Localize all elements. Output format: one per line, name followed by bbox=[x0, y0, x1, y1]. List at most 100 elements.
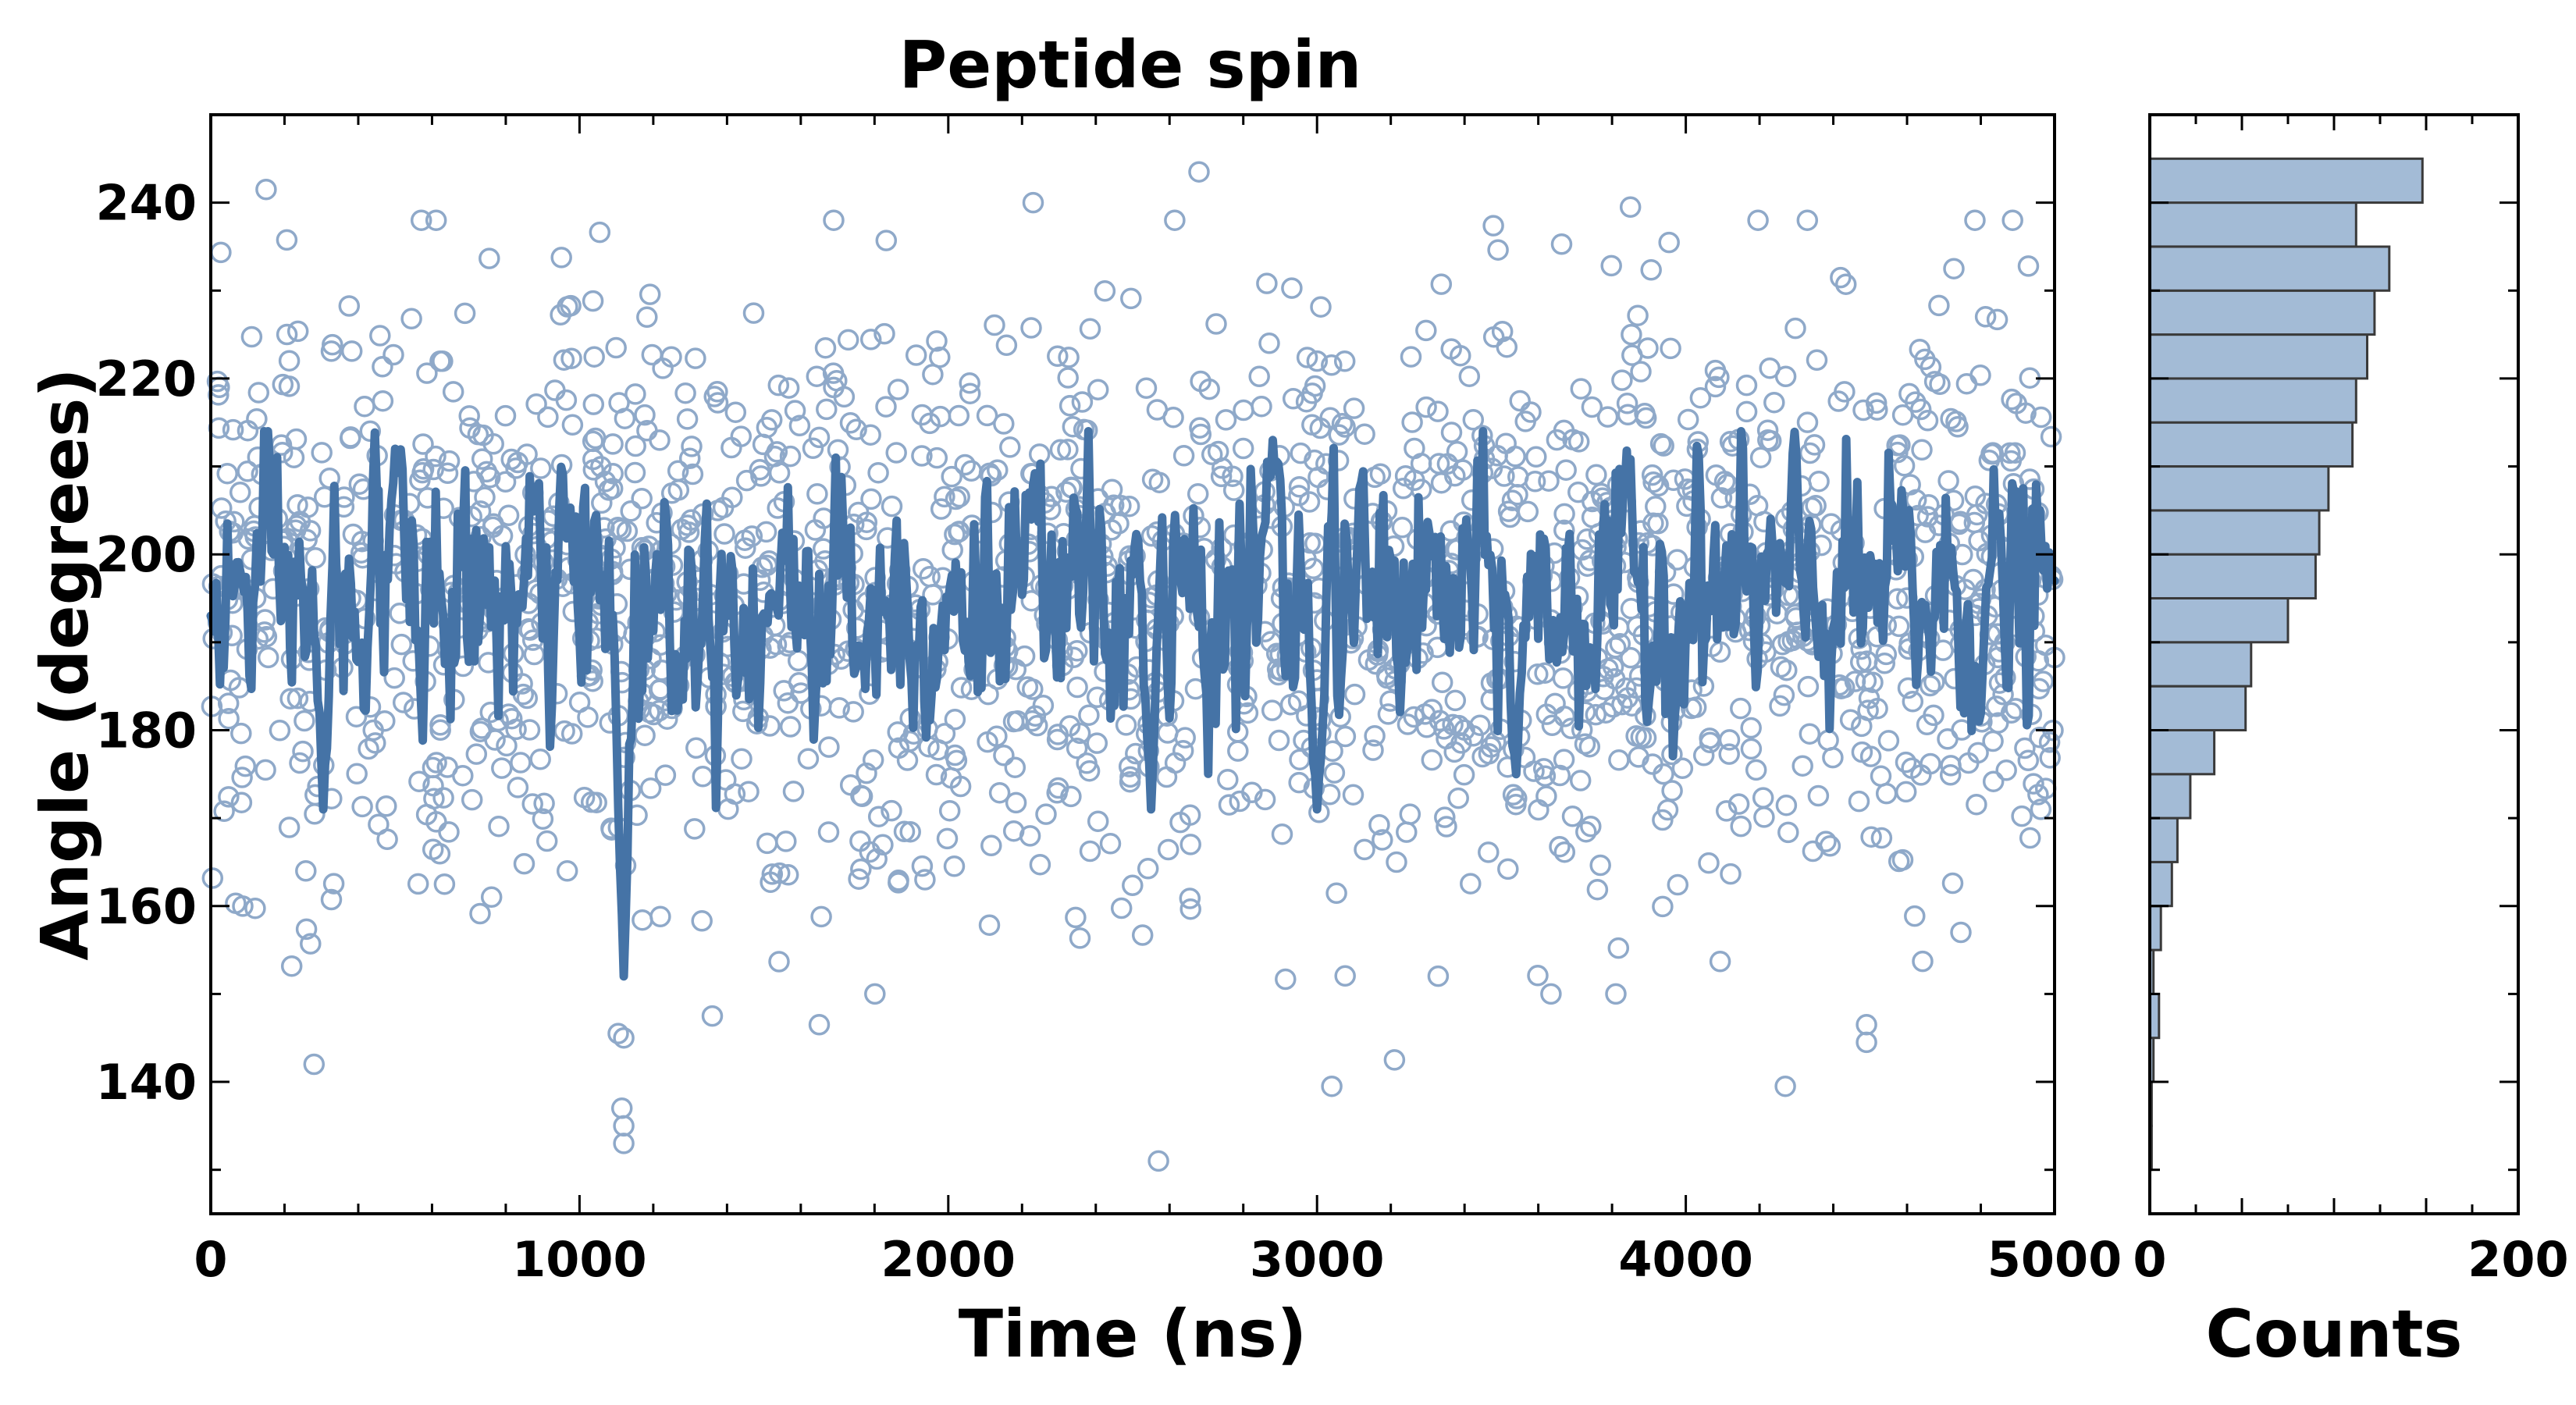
scatter-point bbox=[1062, 415, 1084, 438]
scatter-point bbox=[1325, 882, 1347, 905]
scatter-point bbox=[1600, 254, 1622, 277]
scatter-point bbox=[505, 718, 527, 741]
scatter-point bbox=[577, 706, 599, 728]
scatter-point bbox=[873, 322, 895, 345]
scatter-point bbox=[286, 320, 309, 343]
scatter-point bbox=[591, 492, 613, 514]
scatter-point bbox=[1190, 370, 1212, 393]
scatter-point bbox=[1943, 258, 1965, 279]
scatter-point bbox=[1856, 1031, 1877, 1054]
scatter-point bbox=[804, 519, 827, 541]
scatter-point bbox=[1020, 317, 1042, 339]
scatter-point bbox=[1914, 348, 1936, 371]
scatter-point bbox=[1969, 365, 1991, 386]
scatter-point bbox=[1611, 693, 1633, 716]
scatter-point bbox=[494, 404, 517, 427]
scatter-point bbox=[721, 486, 743, 509]
scatter-point bbox=[525, 393, 547, 415]
scatter-point bbox=[234, 755, 257, 777]
scatter-point bbox=[454, 302, 476, 325]
scatter-point bbox=[1436, 453, 1459, 475]
scatter-point bbox=[594, 471, 617, 493]
scatter-point bbox=[797, 748, 820, 770]
scatter-point bbox=[1331, 413, 1354, 435]
scatter-point bbox=[1902, 691, 1924, 713]
scatter-point bbox=[922, 584, 944, 606]
scatter-point bbox=[2001, 209, 2023, 231]
scatter-point bbox=[359, 420, 382, 443]
scatter-point bbox=[1372, 829, 1393, 851]
scatter-point bbox=[2019, 827, 2041, 849]
scatter-point bbox=[867, 461, 889, 484]
scatter-point bbox=[1713, 471, 1736, 493]
scatter-point bbox=[848, 868, 870, 890]
scatter-point bbox=[1796, 209, 1819, 231]
scatter-point bbox=[954, 454, 976, 476]
scatter-point bbox=[1288, 771, 1310, 794]
scatter-point bbox=[639, 777, 662, 799]
scatter-point bbox=[340, 340, 363, 362]
scatter-point bbox=[724, 401, 747, 423]
scatter-point bbox=[382, 343, 404, 366]
scatter-point bbox=[1858, 687, 1880, 710]
scatter-point bbox=[1909, 338, 1931, 361]
scatter-point bbox=[777, 377, 800, 399]
scatter-point bbox=[1803, 434, 1826, 456]
scatter-point bbox=[1950, 921, 1972, 944]
histogram-bar bbox=[2148, 421, 2354, 468]
scatter-point bbox=[1581, 396, 1603, 418]
scatter-point bbox=[1642, 512, 1664, 535]
scatter-point bbox=[849, 830, 871, 852]
scatter-point bbox=[469, 902, 491, 925]
scatter-point bbox=[1749, 446, 1772, 468]
scatter-point bbox=[2032, 670, 2055, 692]
scatter-point bbox=[286, 687, 309, 710]
scatter-point bbox=[678, 447, 701, 470]
scatter-point bbox=[392, 692, 415, 713]
scatter-point bbox=[1904, 905, 1926, 927]
scatter-point bbox=[369, 325, 391, 347]
scatter-point bbox=[1514, 411, 1536, 432]
scatter-point bbox=[1251, 395, 1272, 418]
scatter-point bbox=[802, 437, 824, 460]
scatter-point bbox=[742, 302, 765, 324]
scatter-point bbox=[639, 283, 661, 305]
scatter-point bbox=[905, 344, 927, 366]
scatter-point bbox=[1735, 374, 1758, 397]
scatter-point bbox=[1974, 306, 1997, 328]
histogram-bar bbox=[2148, 201, 2357, 248]
scatter-point bbox=[1937, 728, 1959, 750]
scatter-point bbox=[1506, 788, 1528, 809]
scatter-point bbox=[914, 869, 936, 891]
scatter-point bbox=[1261, 699, 1283, 721]
x-tick-label: 3000 bbox=[1250, 1231, 1385, 1288]
scatter-point bbox=[810, 905, 832, 928]
scatter-point bbox=[1333, 350, 1356, 372]
scatter-point bbox=[1666, 549, 1688, 571]
scatter-point bbox=[2001, 388, 2023, 411]
scatter-point bbox=[1334, 965, 1356, 987]
scatter-point bbox=[1923, 671, 1945, 693]
scatter-point bbox=[2038, 731, 2061, 753]
scatter-point bbox=[613, 1115, 635, 1137]
scatter-point bbox=[993, 745, 1015, 767]
scatter-point bbox=[1343, 397, 1365, 419]
scatter-point bbox=[859, 329, 882, 350]
scatter-point bbox=[375, 795, 397, 817]
scatter-point bbox=[1400, 346, 1422, 368]
scatter-point bbox=[731, 748, 753, 770]
scatter-point bbox=[583, 346, 605, 368]
scatter-point bbox=[494, 471, 517, 493]
scatter-layer bbox=[201, 161, 2065, 1172]
scatter-point bbox=[773, 680, 795, 702]
histogram-plot: 0 200 Counts bbox=[2133, 113, 2569, 1372]
scatter-point bbox=[912, 557, 934, 580]
scatter-point bbox=[1502, 784, 1525, 806]
scatter-point bbox=[948, 486, 970, 508]
scatter-point bbox=[1799, 723, 1821, 745]
scatter-point bbox=[1021, 710, 1044, 732]
scatter-point bbox=[850, 858, 872, 880]
scatter-point bbox=[1608, 749, 1630, 771]
scatter-point bbox=[589, 221, 611, 244]
scatter-point bbox=[1616, 393, 1638, 414]
